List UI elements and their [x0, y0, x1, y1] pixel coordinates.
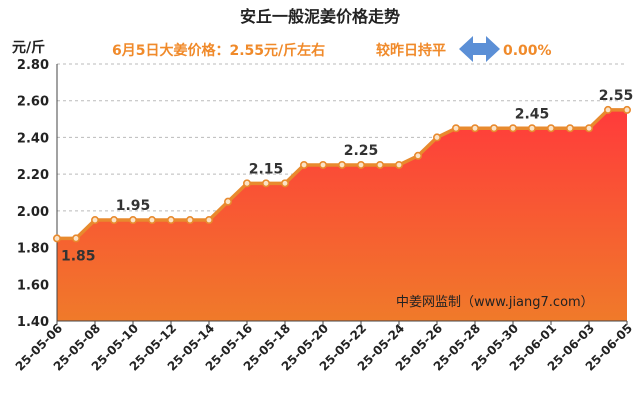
y-tick-label: 1.80 [17, 242, 49, 257]
y-tick-label: 2.80 [17, 58, 49, 73]
data-point [565, 124, 574, 133]
data-point [318, 160, 327, 169]
data-point [356, 160, 365, 169]
x-axis-ticks: 25-05-0625-05-0825-05-1025-05-1225-05-14… [13, 321, 635, 374]
change-percent: 0.00% [503, 43, 552, 59]
price-area-fill [57, 109, 627, 322]
y-axis-ticks: 1.40 1.60 1.80 2.00 2.20 2.40 2.60 2.80 [17, 58, 49, 330]
source-credit: 中姜网监制（www.jiang7.com） [396, 295, 594, 310]
data-point [622, 105, 631, 114]
data-label: 2.55 [599, 88, 634, 104]
data-point [299, 160, 308, 169]
data-point [546, 124, 555, 133]
data-label: 2.25 [344, 143, 379, 159]
data-point [91, 216, 100, 225]
data-point [129, 216, 138, 225]
data-points [52, 105, 631, 243]
data-point [489, 124, 498, 133]
y-tick-label: 1.60 [17, 278, 49, 293]
data-point [205, 216, 214, 225]
data-label: 2.15 [249, 161, 284, 177]
data-point [224, 197, 233, 206]
data-point [167, 216, 176, 225]
data-point [261, 179, 270, 188]
data-point [451, 124, 460, 133]
data-point [110, 216, 119, 225]
data-point [584, 124, 593, 133]
data-point [72, 234, 81, 243]
y-tick-label: 2.40 [17, 131, 49, 146]
data-point [508, 124, 517, 133]
data-point [470, 124, 479, 133]
data-label: 1.95 [116, 198, 151, 214]
y-tick-label: 2.60 [17, 95, 49, 110]
data-point [394, 160, 403, 169]
data-label: 2.45 [515, 106, 550, 122]
data-point [280, 179, 289, 188]
data-point [375, 160, 384, 169]
y-tick-label: 2.00 [17, 205, 49, 220]
data-labels: 1.85 1.95 2.15 2.25 2.45 2.55 [61, 88, 634, 264]
data-point [52, 234, 61, 243]
compare-text: 较昨日持平 [376, 42, 446, 59]
data-point [432, 133, 441, 142]
price-summary: 6月5日大姜价格：2.55元/斤左右 [112, 42, 325, 59]
chart-title: 安丘一般泥姜价格走势 [240, 7, 400, 26]
data-point [413, 151, 422, 160]
price-area [57, 108, 627, 322]
left-right-arrow-icon [459, 36, 500, 62]
data-point [186, 216, 195, 225]
y-tick-label: 2.20 [17, 168, 49, 183]
data-point [148, 216, 157, 225]
data-point [337, 160, 346, 169]
data-point [243, 179, 252, 188]
axes [56, 64, 627, 322]
y-axis-unit: 元/斤 [12, 39, 45, 56]
data-point [603, 105, 612, 114]
data-label: 1.85 [61, 248, 96, 264]
y-tick-label: 1.40 [17, 315, 49, 330]
data-point [527, 124, 536, 133]
